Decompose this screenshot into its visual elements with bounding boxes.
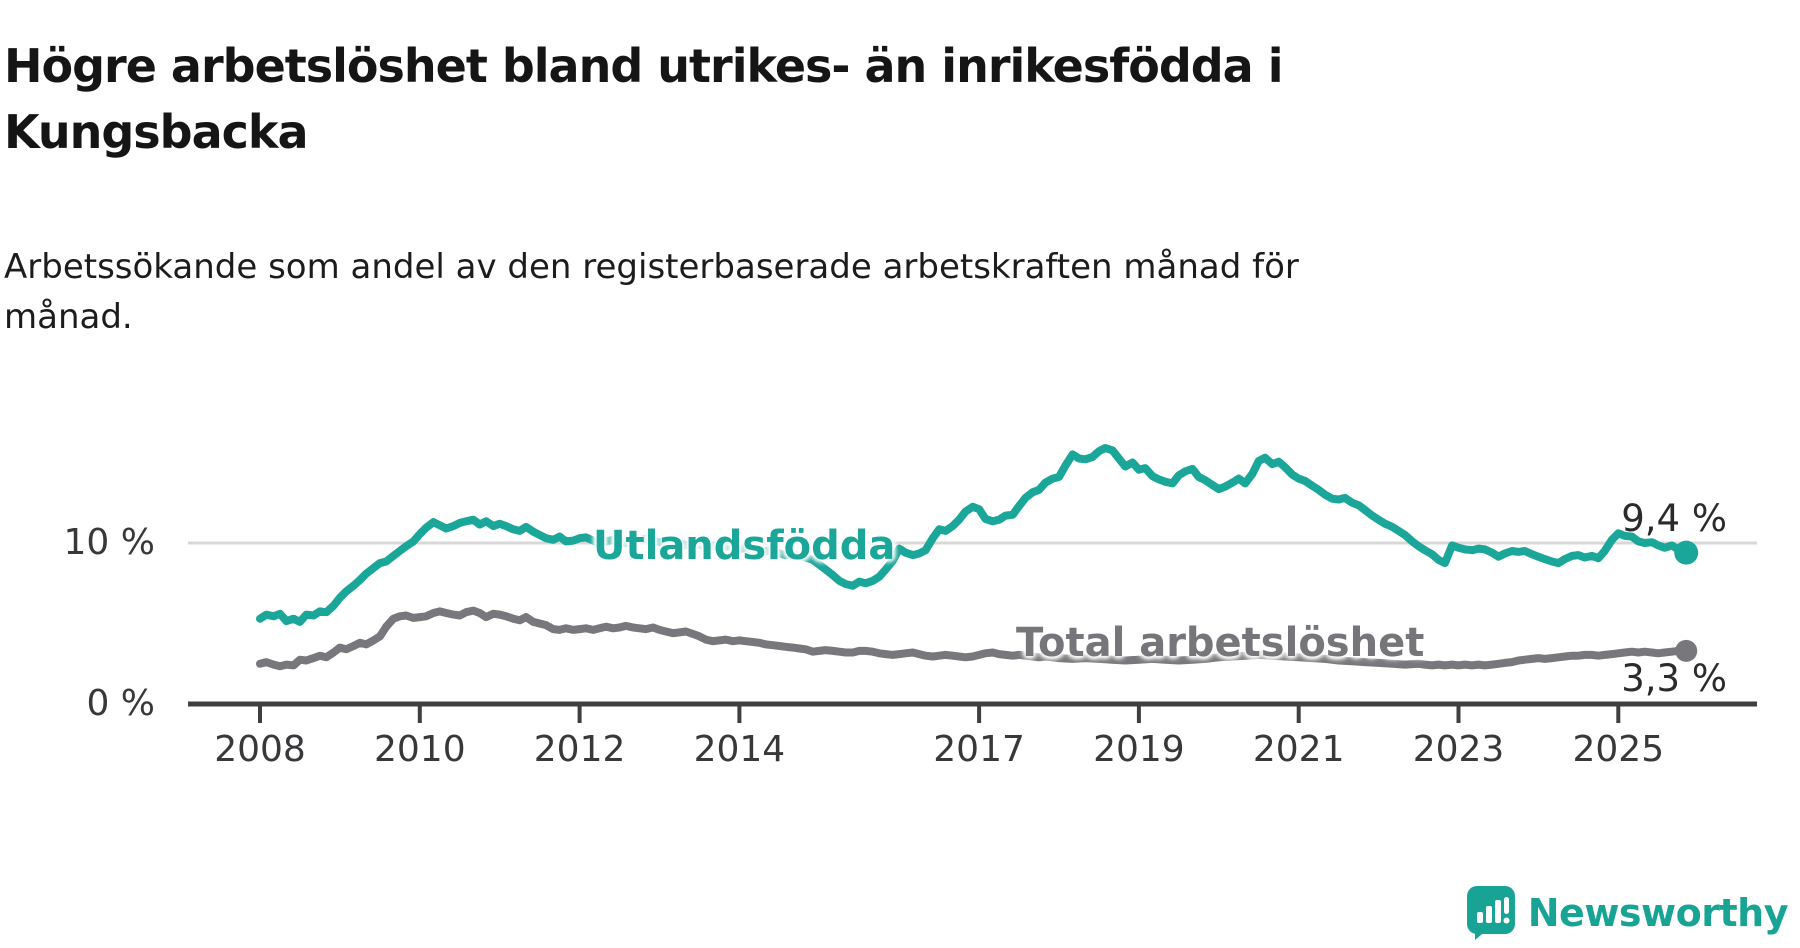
series-label-utlandsfodda: Utlandsfödda xyxy=(593,523,896,569)
end-dot-utlandsfodda xyxy=(1674,540,1699,565)
newsworthy-logo: Newsworthy xyxy=(1466,886,1789,940)
x-tick-label-2017: 2017 xyxy=(933,729,1025,770)
end-dot-total xyxy=(1675,639,1698,662)
series-label-total-arbetsloshet: Total arbetslöshet xyxy=(1016,620,1425,666)
end-value-label-utlandsfodda: 9,4 % xyxy=(1621,497,1727,540)
chart-title: Högre arbetslöshet bland utrikes- än inr… xyxy=(4,38,1284,159)
series-line-total-arbetsl-shet xyxy=(256,606,1691,671)
brand-text: Newsworthy xyxy=(1527,891,1789,935)
x-tick-label-2012: 2012 xyxy=(533,729,626,770)
newsworthy-icon xyxy=(1466,886,1515,940)
y-axis-label-10: 10 % xyxy=(63,522,155,563)
series-line-utlandsf-dda xyxy=(256,444,1691,626)
x-tick-label-2008: 2008 xyxy=(214,729,306,770)
y-axis-label-0: 0 % xyxy=(86,683,155,724)
x-tick-label-2019: 2019 xyxy=(1093,729,1185,770)
chart-subtitle: Arbetssökande som andel av den registerb… xyxy=(4,247,1299,337)
x-tick-label-2014: 2014 xyxy=(693,729,786,770)
x-tick-label-2023: 2023 xyxy=(1412,729,1505,770)
end-value-label-total: 3,3 % xyxy=(1621,657,1727,700)
x-tick-label-2010: 2010 xyxy=(373,729,466,770)
x-tick-label-2021: 2021 xyxy=(1252,729,1345,770)
x-tick-label-2025: 2025 xyxy=(1572,729,1665,770)
